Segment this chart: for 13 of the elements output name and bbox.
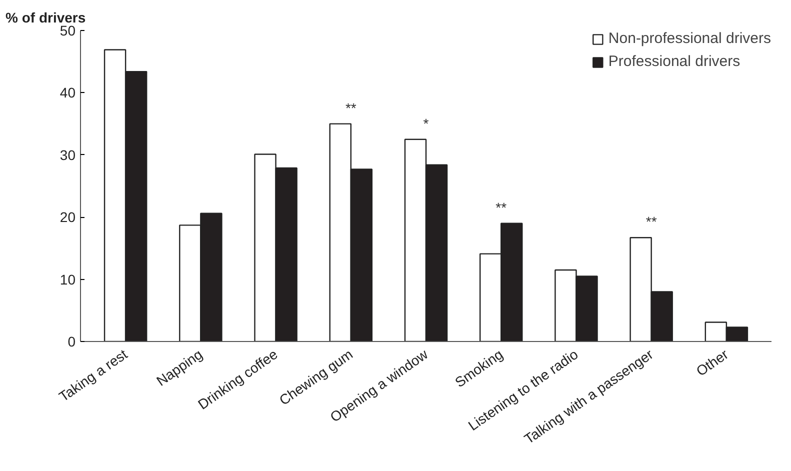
y-tick-label: 0	[68, 334, 76, 350]
y-tick-label: 50	[60, 22, 76, 38]
legend-label: Professional drivers	[608, 53, 740, 70]
y-tick-label: 20	[60, 209, 76, 226]
annotation: **	[496, 199, 508, 216]
y-tick-label: 40	[60, 84, 76, 101]
y-axis-title: % of drivers	[6, 10, 86, 26]
annotation: **	[345, 100, 357, 116]
y-tick-label: 30	[60, 146, 76, 163]
annotation: **	[646, 214, 658, 230]
annotation: *	[423, 115, 430, 132]
y-tick-label: 10	[60, 271, 76, 288]
legend-label: Non-professional drivers	[608, 30, 771, 47]
